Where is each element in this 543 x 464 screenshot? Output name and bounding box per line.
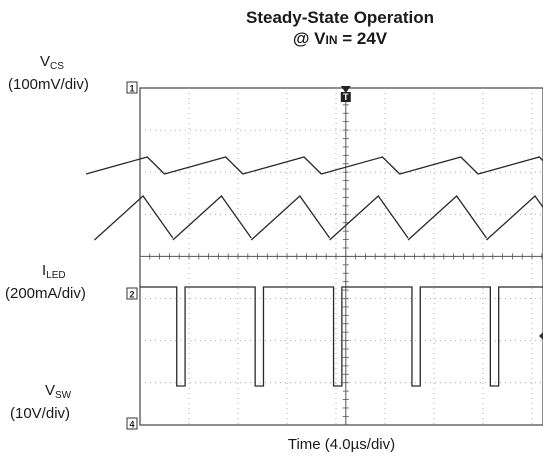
- vcs-trace-upper: [85, 156, 543, 175]
- ch4-marker: 4: [129, 420, 134, 430]
- subtitle-prefix: @ V: [292, 29, 326, 48]
- chart-subtitle: @ VIN = 24V: [140, 29, 540, 49]
- x-axis-label: Time (4.0µs/div): [287, 436, 396, 453]
- vsw-label: VSW: [45, 382, 71, 401]
- vcs-trace-lower: [93, 195, 543, 241]
- iled-scale: (200mA/div): [5, 285, 86, 302]
- vcs-label: VCS: [40, 53, 64, 72]
- ch4-marker-box: [126, 417, 138, 430]
- vcs-main: V: [40, 53, 51, 70]
- right-edge-marker: [539, 332, 543, 340]
- trigger-box: [340, 92, 351, 102]
- subtitle-suffix: = 24V: [337, 29, 388, 48]
- ch2-marker-box: [126, 287, 138, 300]
- iled-label: ILED: [42, 262, 66, 281]
- ch2-marker: 2: [129, 290, 134, 300]
- vsw-main: V: [45, 382, 56, 399]
- vcs-scale: (100mV/div): [8, 76, 89, 93]
- iled-sub: LED: [46, 270, 66, 281]
- vsw-trace: [140, 286, 543, 387]
- iled-main: I: [42, 262, 47, 279]
- ch1-marker-box: [126, 81, 138, 94]
- vsw-sub: SW: [55, 390, 72, 401]
- vcs-sub: CS: [50, 61, 64, 72]
- vsw-scale: (10V/div): [10, 405, 71, 422]
- subtitle-sub: IN: [325, 33, 338, 47]
- trigger-marker: T: [343, 92, 349, 102]
- trigger-arrow: [340, 86, 351, 93]
- chart-title: Steady-State Operation: [246, 8, 434, 27]
- ch1-marker: 1: [129, 84, 134, 94]
